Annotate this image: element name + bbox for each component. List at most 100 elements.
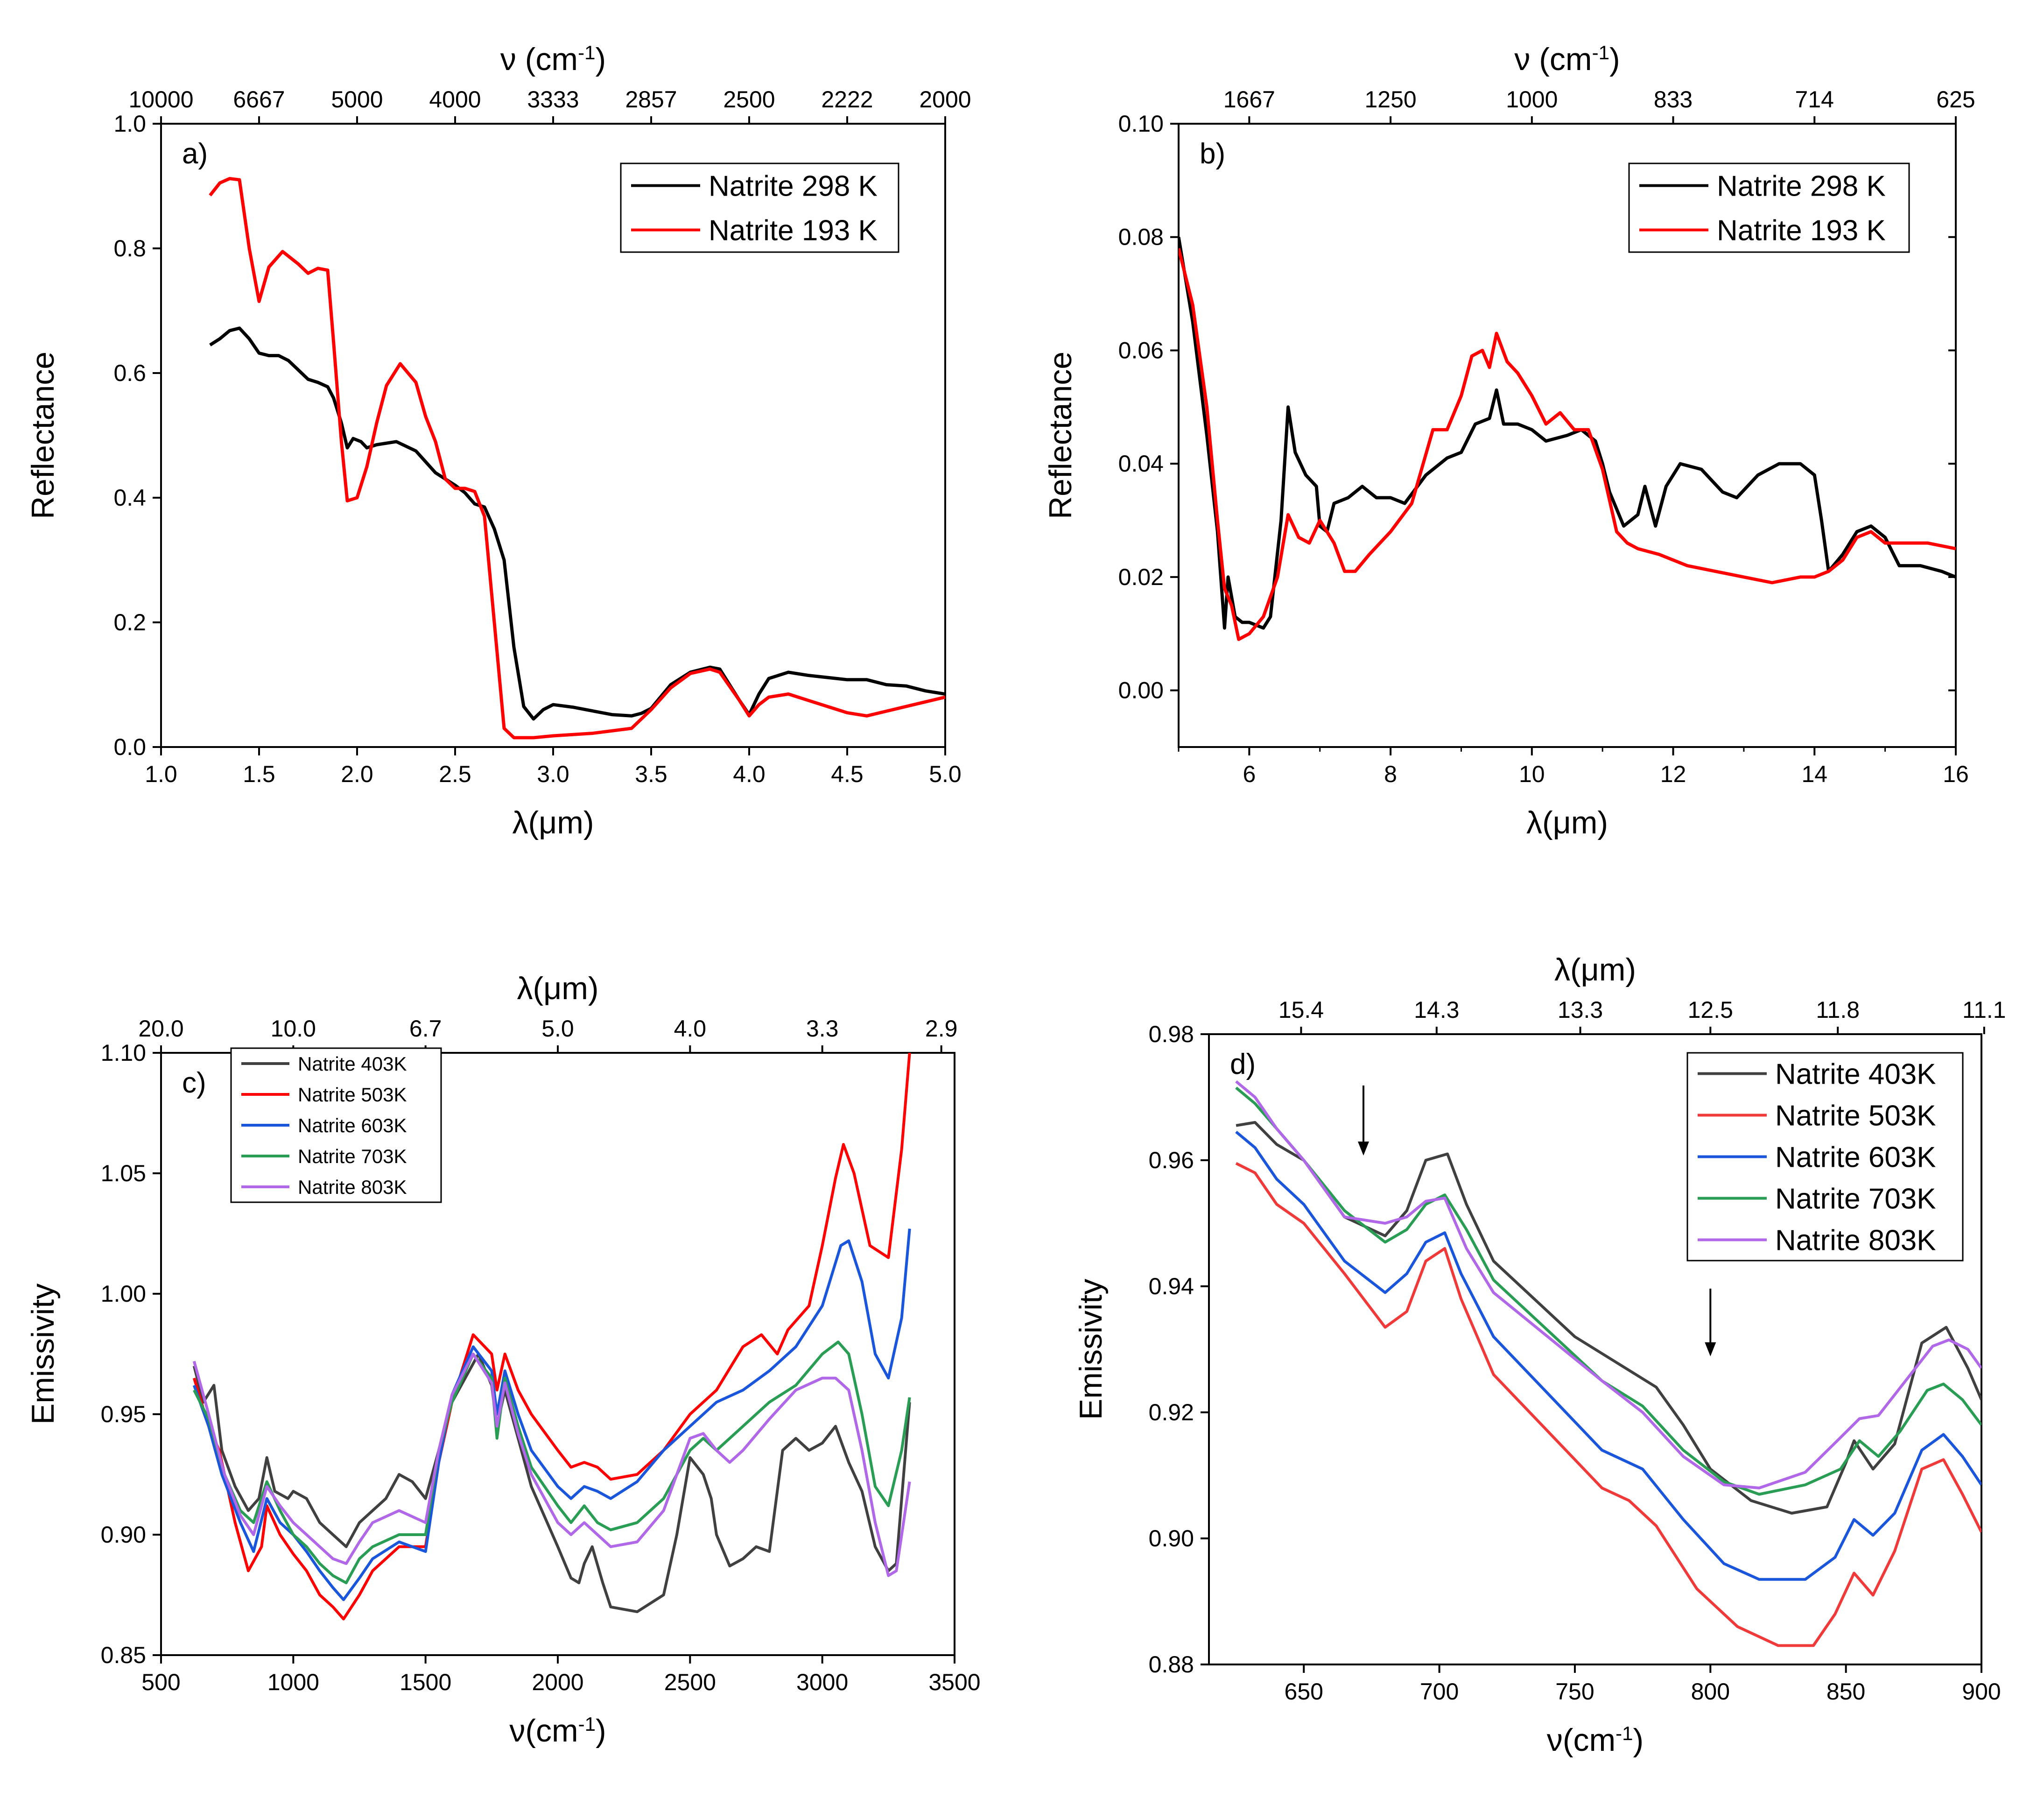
panel-label: a) <box>182 138 208 170</box>
series-line <box>1235 1130 1981 1581</box>
y-tick-label: 0.98 <box>1149 1021 1194 1047</box>
y-tick-label: 0.00 <box>1118 677 1164 704</box>
x-axis-title: ν(cm-1) <box>509 1713 606 1749</box>
series-line <box>192 1353 911 1577</box>
x-tick-label: 900 <box>1962 1678 2001 1705</box>
y-tick-label: 0.90 <box>101 1522 146 1548</box>
y-tick-label: 0.2 <box>113 609 146 635</box>
top-tick-label: 10.0 <box>271 1015 316 1042</box>
x-tick-label: 500 <box>141 1669 180 1695</box>
x-tick-label: 5.0 <box>929 761 962 787</box>
legend: Natrite 298 K Natrite 193 K <box>1628 162 1910 253</box>
y-tick-label: 0.94 <box>1149 1273 1194 1299</box>
top-tick-label: 4.0 <box>674 1015 707 1042</box>
top-tick-label: 11.1 <box>1962 997 2006 1023</box>
annotation-arrowhead <box>1358 1142 1369 1156</box>
y-tick-label: 0.10 <box>1118 111 1164 137</box>
y-tick-label: 1.05 <box>101 1160 146 1186</box>
annotation-arrowhead <box>1705 1342 1716 1356</box>
plot-frame <box>1178 123 1957 748</box>
legend: Natrite 403K Natrite 503K Natrite 603K Natr… <box>230 1047 442 1203</box>
chart-panel-a: 1.0 1.5 2.0 2.5 3.0 3.5 4.0 4.5 5.0 0.0 0.2 0.4 0.6 0… <box>25 42 971 841</box>
x-tick-label: 750 <box>1555 1678 1594 1705</box>
legend-label: Natrite 298 K <box>1717 170 1886 203</box>
legend-label: Natrite 703K <box>298 1145 407 1167</box>
x-tick-label: 1.5 <box>243 761 275 787</box>
series-line <box>1179 248 1956 641</box>
y-tick-label: 0.85 <box>101 1642 146 1668</box>
x-axis-title: ν(cm-1) <box>1547 1722 1644 1758</box>
top-tick-label: 20.0 <box>138 1015 183 1042</box>
chart-panel-d: 650 700 750 800 850 900 0.88 0.90 0.92 0.94 0.96 0.… <box>1073 952 2006 1758</box>
y-tick-label: 0.88 <box>1149 1651 1194 1678</box>
legend: Natrite 403K Natrite 503K Natrite 603K Natr… <box>1686 1052 1964 1262</box>
x-tick-label: 1000 <box>267 1669 319 1695</box>
top-tick-label: 2000 <box>919 86 971 113</box>
series-line <box>1235 1162 1981 1647</box>
x-tick-label: 2.5 <box>439 761 471 787</box>
x-tick-label: 800 <box>1691 1678 1730 1705</box>
top-tick-label: 15.4 <box>1278 997 1324 1023</box>
series-line <box>209 177 945 740</box>
top-tick-label: 2222 <box>821 86 873 113</box>
y-tick-label: 0.04 <box>1118 451 1164 477</box>
legend-label: Natrite 403K <box>1775 1058 1936 1091</box>
top-tick-label: 11.8 <box>1816 997 1860 1023</box>
panel-label: c) <box>182 1067 206 1099</box>
top-tick-label: 2857 <box>625 86 677 113</box>
y-tick-label: 0.90 <box>1149 1525 1194 1551</box>
legend-label: Natrite 503K <box>298 1084 407 1106</box>
series-line <box>192 1053 911 1621</box>
top-tick-label: 12.5 <box>1688 997 1733 1023</box>
y-axis-title: Emissivity <box>1073 1279 1109 1420</box>
series-line <box>1179 237 1956 630</box>
x-axis-title-end: ) <box>1633 1722 1644 1758</box>
series-line <box>1235 1080 1981 1489</box>
legend-label: Natrite 603K <box>1775 1142 1936 1174</box>
chart-panel-c: 500 1000 1500 2000 2500 3000 3500 0.85 0.90 0.95 1… <box>25 971 981 1749</box>
top-tick-label: 5.0 <box>541 1015 574 1042</box>
legend-label: Natrite 193 K <box>1717 215 1886 247</box>
y-tick-label: 0.4 <box>113 485 146 511</box>
x-tick-label: 1500 <box>400 1669 451 1695</box>
y-tick-label: 0.0 <box>113 734 146 760</box>
series-line <box>209 326 945 721</box>
y-axis-title: Reflectance <box>25 352 61 519</box>
y-tick-label: 1.00 <box>101 1281 146 1307</box>
y-tick-label: 0.08 <box>1118 224 1164 250</box>
x-tick-label: 850 <box>1826 1678 1865 1705</box>
y-tick-label: 0.95 <box>101 1401 146 1427</box>
y-axis-title: Emissivity <box>25 1283 61 1424</box>
x-tick-label: 4.5 <box>831 761 864 787</box>
top-tick-label: 10000 <box>128 86 193 113</box>
y-tick-label: 0.8 <box>113 235 146 261</box>
top-tick-label: 3333 <box>527 86 579 113</box>
x-tick-label: 16 <box>1943 761 1969 787</box>
x-tick-label: 10 <box>1519 761 1545 787</box>
x-tick-label: 8 <box>1384 761 1397 787</box>
panel-label: b) <box>1200 138 1225 170</box>
panel-label: d) <box>1230 1048 1256 1080</box>
top-tick-label: 833 <box>1654 86 1693 113</box>
top-tick-label: 14.3 <box>1414 997 1459 1023</box>
plot-frame <box>1208 1033 1982 1665</box>
top-tick-label: 1250 <box>1364 86 1416 113</box>
x-tick-label: 3.0 <box>537 761 569 787</box>
top-tick-label: 5000 <box>331 86 383 113</box>
top-tick-label: 4000 <box>429 86 481 113</box>
top-axis-title-end: ) <box>1609 42 1620 77</box>
top-axis-title: λ(μm) <box>1554 952 1636 987</box>
x-axis-title: λ(μm) <box>1526 805 1608 840</box>
top-tick-label: 3.3 <box>806 1015 839 1042</box>
y-tick-label: 0.6 <box>113 360 146 386</box>
legend-label: Natrite 503K <box>1775 1100 1936 1132</box>
legend-label: Natrite 803K <box>298 1176 407 1198</box>
series-line <box>192 1353 911 1614</box>
x-axis-title: λ(μm) <box>512 805 594 840</box>
x-axis-title-sup: -1 <box>578 1713 596 1735</box>
top-axis-title-sup: -1 <box>1592 42 1609 63</box>
x-tick-label: 4.0 <box>733 761 766 787</box>
top-tick-label: 6667 <box>233 86 285 113</box>
x-tick-label: 3000 <box>796 1669 848 1695</box>
legend-box <box>620 162 899 253</box>
